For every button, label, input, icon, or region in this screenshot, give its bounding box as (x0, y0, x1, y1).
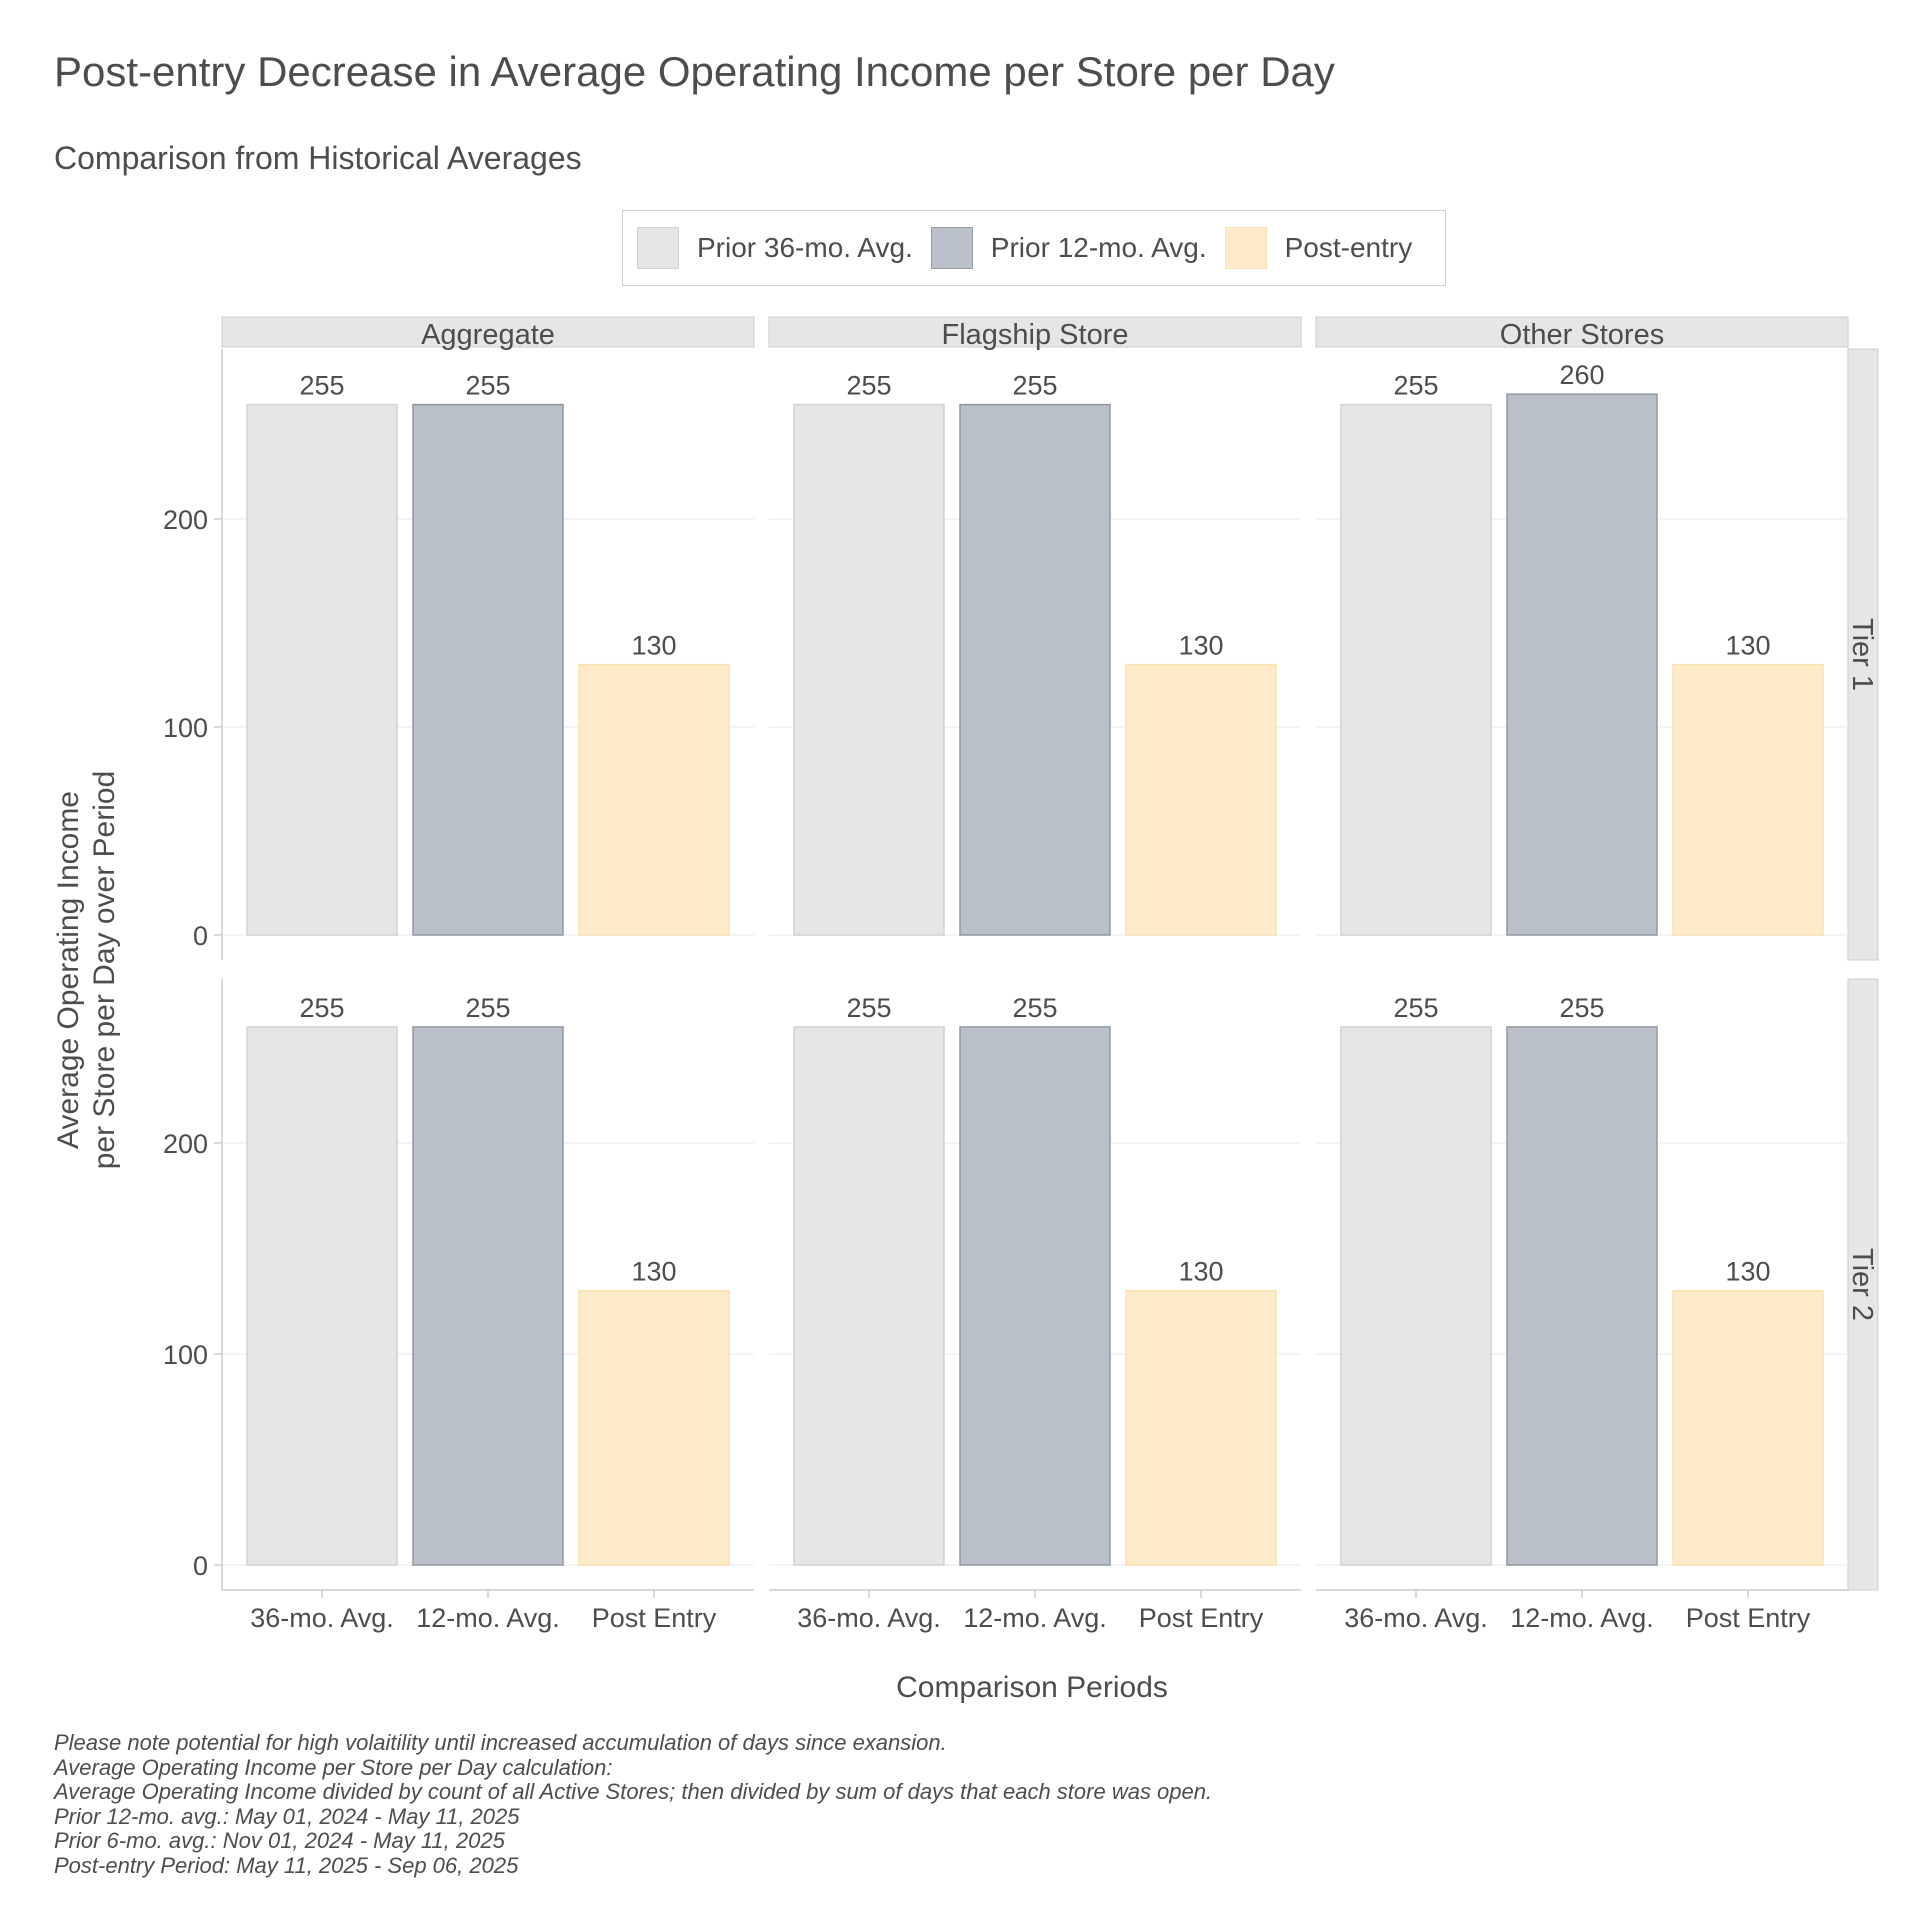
y-tick-label: 200 (163, 1129, 208, 1159)
legend-label-post-entry: Post-entry (1284, 232, 1413, 263)
legend-swatch-prior-12 (930, 227, 973, 269)
bar (412, 403, 564, 936)
x-tick-label: Post Entry (1139, 1603, 1264, 1633)
data-label: 130 (1725, 1257, 1770, 1287)
data-label: 130 (1178, 1257, 1223, 1287)
caption-line: Average Operating Income divided by coun… (54, 1779, 1213, 1804)
bar (1672, 1289, 1824, 1566)
chart-title: Post-entry Decrease in Average Operating… (54, 48, 1335, 95)
bar (959, 403, 1111, 936)
data-label: 255 (846, 371, 891, 401)
legend-item-prior-12: Prior 12-mo. Avg. (930, 227, 1207, 269)
data-label: 130 (631, 1257, 676, 1287)
bar (1506, 393, 1658, 936)
caption-line: Prior 12-mo. avg.: May 01, 2024 - May 11… (54, 1803, 520, 1829)
legend-item-post-entry: Post-entry (1224, 227, 1413, 269)
data-label: 255 (299, 371, 344, 401)
facet-strip-column (1315, 316, 1849, 348)
y-axis-title: per Store per Day over Period (88, 771, 121, 1170)
legend-label-prior-36: Prior 36-mo. Avg. (697, 232, 913, 263)
bar (1125, 663, 1277, 936)
caption-line: Please note potential for high volaitili… (54, 1730, 947, 1755)
data-label: 255 (1393, 371, 1438, 401)
bar (793, 403, 945, 936)
x-axis-title: Comparison Periods (896, 1671, 1168, 1704)
y-tick-label: 0 (193, 921, 208, 951)
x-tick-label: 12-mo. Avg. (963, 1603, 1107, 1633)
data-label: 255 (1012, 993, 1057, 1023)
legend-swatch-post-entry (1224, 227, 1267, 269)
facet-label-row: Tier 2 (1846, 1248, 1878, 1321)
x-tick-label: 36-mo. Avg. (1344, 1603, 1488, 1633)
facet-strip-column (221, 316, 755, 348)
x-tick-label: Post Entry (592, 1603, 717, 1633)
x-tick-label: Post Entry (1686, 1603, 1811, 1633)
x-tick-label: 12-mo. Avg. (416, 1603, 560, 1633)
y-tick-label: 0 (193, 1551, 208, 1581)
data-label: 255 (465, 993, 510, 1023)
x-tick-label: 36-mo. Avg. (250, 1603, 394, 1633)
data-label: 130 (631, 631, 676, 661)
data-label: 130 (1178, 631, 1223, 661)
y-tick-label: 100 (163, 713, 208, 743)
data-label: 255 (1559, 993, 1604, 1023)
y-tick-label: 100 (163, 1340, 208, 1370)
legend: Prior 36-mo. Avg. Prior 12-mo. Avg. Post… (622, 210, 1446, 286)
data-label: 255 (1012, 371, 1057, 401)
x-tick-label: 36-mo. Avg. (797, 1603, 941, 1633)
legend-swatch-prior-36 (637, 227, 679, 269)
bar (1340, 1026, 1492, 1566)
facet-strip-row (1847, 348, 1879, 961)
bar (793, 1026, 945, 1566)
data-label: 255 (465, 371, 510, 401)
facet-label-row: Tier 1 (1846, 618, 1878, 691)
caption-line: Prior 6-mo. avg.: Nov 01, 2024 - May 11,… (54, 1828, 505, 1853)
facet-label-column: Other Stores (1500, 319, 1664, 351)
bar (959, 1026, 1111, 1566)
chart-subtitle: Comparison from Historical Averages (54, 140, 582, 176)
bar (1125, 1289, 1277, 1566)
bar (1506, 1026, 1658, 1566)
data-label: 255 (846, 993, 891, 1023)
data-label: 130 (1725, 631, 1770, 661)
bar (1672, 663, 1824, 936)
y-axis-title: Average Operating Income (52, 791, 85, 1149)
data-label: 255 (299, 993, 344, 1023)
facet-label-column: Flagship Store (942, 319, 1129, 351)
bar (578, 663, 730, 936)
bar (1340, 403, 1492, 936)
bar (246, 403, 398, 936)
data-label: 255 (1393, 993, 1438, 1023)
x-tick-label: 12-mo. Avg. (1510, 1603, 1654, 1633)
caption-line: Average Operating Income per Store per D… (54, 1754, 613, 1780)
data-label: 260 (1559, 360, 1604, 390)
facet-strip-row (1847, 978, 1879, 1591)
caption: Please note potential for high volaitili… (54, 1730, 1213, 1878)
bar (578, 1289, 730, 1566)
y-tick-label: 200 (163, 505, 208, 535)
caption-line: Post-entry Period: May 11, 2025 - Sep 06… (54, 1852, 519, 1878)
legend-item-prior-36: Prior 36-mo. Avg. (637, 227, 913, 269)
legend-label-prior-12: Prior 12-mo. Avg. (990, 232, 1207, 263)
bar (246, 1026, 398, 1566)
facet-strip-column (768, 316, 1302, 348)
facet-label-column: Aggregate (421, 319, 555, 351)
bar (412, 1026, 564, 1566)
